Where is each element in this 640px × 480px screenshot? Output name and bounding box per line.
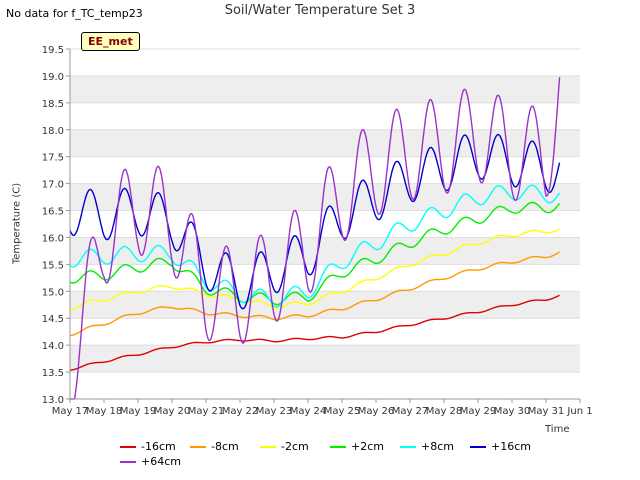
legend-label: +16cm bbox=[491, 440, 531, 453]
plot-background bbox=[70, 49, 580, 399]
legend-label: -16cm bbox=[141, 440, 176, 453]
x-tick-label: May 24 bbox=[290, 406, 327, 417]
series-line-8cm bbox=[69, 251, 560, 337]
y-tick-label: 13.0 bbox=[42, 395, 64, 406]
y-tick-label: 19.0 bbox=[42, 72, 64, 83]
y-tick-label: 17.5 bbox=[42, 153, 64, 164]
legend-label: -2cm bbox=[281, 440, 309, 453]
legend-swatch bbox=[260, 445, 276, 448]
legend-swatch bbox=[120, 445, 136, 448]
legend-swatch bbox=[400, 445, 416, 448]
series-line-16cm bbox=[69, 294, 560, 371]
grid-band bbox=[70, 129, 580, 157]
legend-swatch bbox=[330, 445, 346, 448]
y-tick-label: 15.5 bbox=[42, 260, 64, 271]
y-tick-label: 18.5 bbox=[42, 99, 64, 110]
y-tick-label: 19.5 bbox=[42, 45, 64, 56]
legend-item: +8cm bbox=[400, 440, 470, 453]
x-axis-label: Time bbox=[545, 424, 570, 435]
x-tick-label: May 30 bbox=[494, 406, 531, 417]
x-tick-label: May 28 bbox=[426, 406, 463, 417]
grid-band bbox=[70, 75, 580, 103]
series-line-2cm bbox=[69, 201, 561, 306]
chart-title: Soil/Water Temperature Set 3 bbox=[224, 3, 416, 18]
legend: -16cm -8cm -2cm +2cm +8cm +16cm +64cm bbox=[120, 439, 540, 469]
y-tick-label: 14.0 bbox=[42, 341, 64, 352]
y-tick-label: 17.0 bbox=[42, 180, 64, 191]
legend-label: -8cm bbox=[211, 440, 239, 453]
y-tick-label: 16.5 bbox=[42, 207, 64, 218]
x-tick-label: May 26 bbox=[358, 406, 395, 417]
x-tick-label: May 17 bbox=[52, 406, 89, 417]
legend-item: -16cm bbox=[120, 440, 190, 453]
x-tick-label: May 23 bbox=[256, 406, 293, 417]
series-line-8cm bbox=[69, 184, 561, 308]
y-axis-label: Temperature (C) bbox=[11, 182, 23, 265]
y-tick-label: 14.5 bbox=[42, 314, 64, 325]
plot-area bbox=[70, 49, 580, 399]
legend-item: +16cm bbox=[470, 440, 540, 453]
legend-item: -8cm bbox=[190, 440, 260, 453]
y-tick-label: 13.5 bbox=[42, 368, 64, 379]
y-tick-label: 15.0 bbox=[42, 287, 64, 298]
y-tick-label: 16.0 bbox=[42, 233, 64, 244]
x-tick-label: May 21 bbox=[188, 406, 225, 417]
x-tick-label: May 19 bbox=[120, 406, 157, 417]
series-line-64cm bbox=[70, 77, 561, 400]
y-tick-label: 18.0 bbox=[42, 126, 64, 137]
legend-item: -2cm bbox=[260, 440, 330, 453]
x-tick-label: May 18 bbox=[86, 406, 123, 417]
legend-label: +2cm bbox=[351, 440, 384, 453]
legend-label: +64cm bbox=[141, 455, 181, 468]
legend-item: +64cm bbox=[120, 455, 190, 468]
x-tick-label: Jun 1 bbox=[566, 406, 592, 417]
legend-label: +8cm bbox=[421, 440, 454, 453]
station-badge: EE_met bbox=[81, 32, 140, 51]
axes bbox=[66, 48, 581, 403]
x-tick-label: May 25 bbox=[324, 406, 361, 417]
x-tick-label: May 27 bbox=[392, 406, 429, 417]
x-tick-label: May 31 bbox=[528, 406, 565, 417]
x-tick-label: May 20 bbox=[154, 406, 191, 417]
no-data-message: No data for f_TC_temp23 bbox=[6, 7, 143, 20]
legend-swatch bbox=[120, 460, 136, 463]
tick-labels: 13.0 13.5 14.0 14.5 15.0 15.5 16.0 16.5 17.0 17.5… bbox=[42, 45, 593, 417]
grid-band bbox=[70, 345, 580, 373]
legend-item: +2cm bbox=[330, 440, 400, 453]
legend-swatch bbox=[470, 445, 486, 448]
series-lines bbox=[69, 77, 561, 400]
legend-swatch bbox=[190, 445, 206, 448]
x-tick-label: May 22 bbox=[222, 406, 259, 417]
x-tick-label: May 29 bbox=[460, 406, 497, 417]
series-line-2cm bbox=[70, 228, 560, 310]
